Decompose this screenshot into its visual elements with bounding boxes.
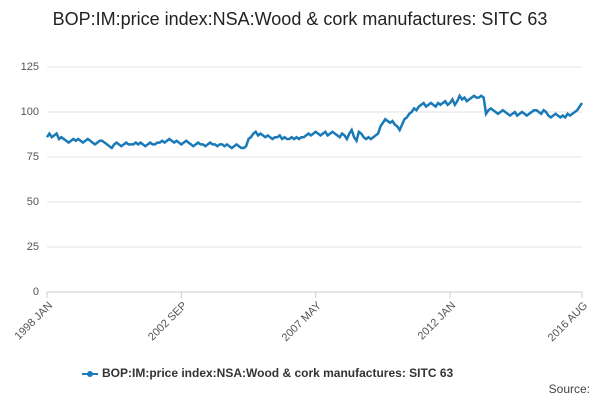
chart-title: BOP:IM:price index:NSA:Wood & cork manuf… bbox=[52, 9, 548, 29]
x-tick-label: 2012 JAN bbox=[416, 300, 459, 343]
legend-marker bbox=[87, 371, 93, 377]
y-tick-label: 25 bbox=[27, 241, 39, 253]
y-tick-label: 100 bbox=[21, 106, 39, 118]
y-tick-label: 125 bbox=[21, 61, 39, 73]
source: Source: bbox=[549, 382, 590, 396]
y-tick-label: 75 bbox=[27, 151, 39, 163]
y-tick-label: 50 bbox=[27, 196, 39, 208]
x-tick-label: 2016 AUG bbox=[546, 300, 590, 344]
x-tick-label: 1998 JAN bbox=[13, 300, 56, 343]
y-tick-label: 0 bbox=[33, 286, 39, 298]
legend-label: BOP:IM:price index:NSA:Wood & cork manuf… bbox=[102, 366, 453, 380]
x-tick-label: 2002 SEP bbox=[146, 300, 190, 344]
x-tick-label: 2007 MAY bbox=[280, 299, 325, 344]
series-line bbox=[45, 93, 584, 150]
